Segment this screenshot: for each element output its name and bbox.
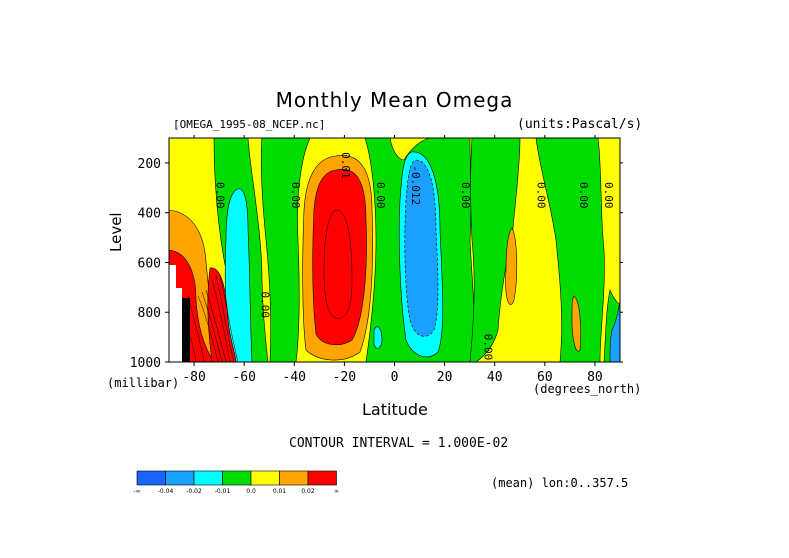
green-region-arctic <box>535 138 605 362</box>
contour-value-label: 0.00 <box>602 182 615 209</box>
contour-value-label: 0.00 <box>577 182 590 209</box>
x-tick-label: 40 <box>487 370 503 385</box>
mean-longitude-note: (mean) lon:0..357.5 <box>491 476 629 490</box>
legend-swatch <box>279 470 309 486</box>
x-tick-label: -40 <box>283 370 306 385</box>
red-inner-contour <box>323 209 353 319</box>
cyan-spot-equator <box>373 326 383 349</box>
contour-value-label: 0.00 <box>459 182 472 209</box>
y-tick-label: 400 <box>138 207 161 222</box>
orange-spot-arctic <box>571 295 582 352</box>
blue-region-tropics <box>404 159 439 337</box>
chart-title: Monthly Mean Omega <box>275 88 514 112</box>
x-tick-label: -60 <box>232 370 255 385</box>
contour-value-label: 0.00 <box>289 182 302 209</box>
terrain-black <box>182 298 190 362</box>
y-tick-label: 800 <box>138 306 161 321</box>
legend-swatch <box>250 470 280 486</box>
contour-value-label: 0.00 <box>214 182 227 209</box>
y-axis-unit: (millibar) <box>107 376 180 390</box>
legend-swatch <box>136 470 166 486</box>
x-tick-label: -80 <box>182 370 205 385</box>
x-tick-label: 0 <box>391 370 399 385</box>
contour-value-label: 0.01 <box>339 152 352 179</box>
legend-label: -0.01 <box>215 488 231 495</box>
green-region-midlat <box>469 138 521 362</box>
y-tick-label: 600 <box>138 256 161 271</box>
legend-swatch <box>307 470 337 486</box>
contour-value-label: 0.00 <box>534 182 547 209</box>
x-tick-label: -20 <box>333 370 356 385</box>
x-tick-label: 60 <box>537 370 553 385</box>
x-tick-label: 80 <box>587 370 603 385</box>
legend-swatch <box>222 470 252 486</box>
legend-label: -0.04 <box>158 488 174 495</box>
plot-area <box>169 138 620 362</box>
x-tick-label: 20 <box>437 370 453 385</box>
legend-label: -∞ <box>133 488 140 495</box>
y-tick-label: 200 <box>138 157 161 172</box>
contour-labels: 0.00 0.00 0.00 -0.012 0.00 0.00 0.00 0.00 0.01 0.… <box>214 152 615 360</box>
legend-label: -0.02 <box>186 488 202 495</box>
contour-value-label: -0.012 <box>409 165 422 205</box>
x-axis-unit: (degrees_north) <box>533 382 642 396</box>
legend-label: ∞ <box>334 488 339 495</box>
cyan-region-antarctic <box>224 188 253 362</box>
axes: -80 -60 -40 -20 0 20 40 60 80 200 400 600 800 1000 <box>130 135 623 385</box>
legend-label: 0.01 <box>273 488 287 495</box>
legend-swatch <box>193 470 223 486</box>
legend-label: 0.02 <box>301 488 315 495</box>
green-region-subtropic <box>260 138 311 362</box>
contour-value-label: 0.00 <box>374 182 387 209</box>
cyan-spot-polar <box>609 299 620 362</box>
red-region-subtropic <box>312 169 367 346</box>
units-label: (units:Pascal/s) <box>517 117 643 132</box>
legend-swatch <box>165 470 195 486</box>
orange-spot-midlat <box>505 227 518 305</box>
contour-interval: CONTOUR INTERVAL = 1.000E-02 <box>289 436 509 451</box>
legend-label: 0.0 <box>246 488 256 495</box>
x-axis-label: Latitude <box>362 400 428 419</box>
terrain-white <box>169 265 182 362</box>
y-tick-label: 1000 <box>130 356 161 371</box>
contour-value-label: 0.00 <box>482 334 495 361</box>
contour-value-label: 0.00 <box>259 292 272 319</box>
dataset-name: [OMEGA_1995-08_NCEP.nc] <box>173 118 326 131</box>
color-legend: -∞ -0.04 -0.02 -0.01 0.0 0.01 0.02 ∞ <box>133 470 339 495</box>
